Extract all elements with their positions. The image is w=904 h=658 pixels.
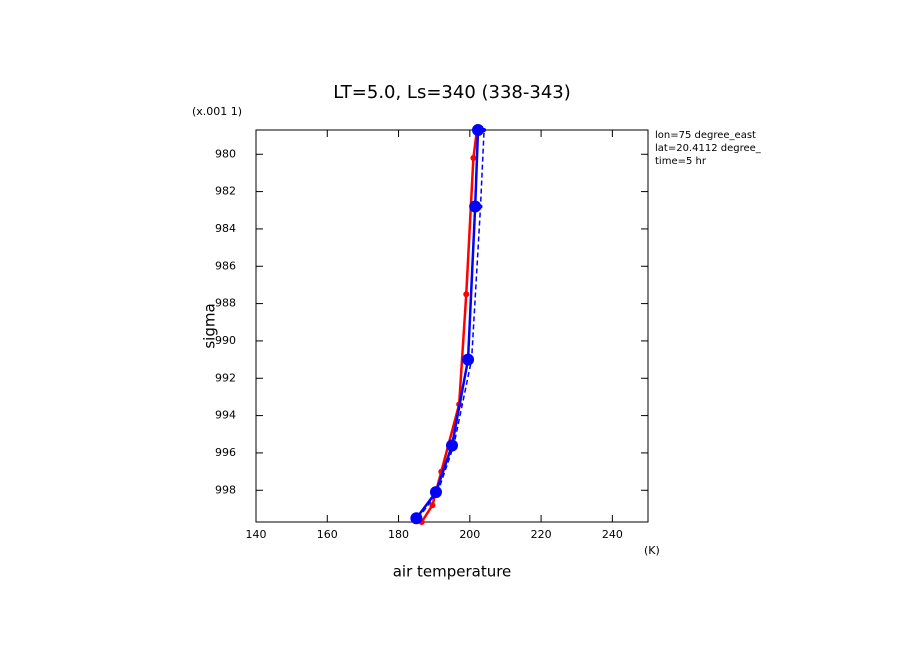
data-point xyxy=(410,512,423,525)
annotation: lat=20.4112 degree_ xyxy=(655,143,762,154)
y-tick-label: 986 xyxy=(215,259,236,272)
y-tick-label: 992 xyxy=(215,371,236,384)
annotation: lon=75 degree_east xyxy=(655,130,756,141)
data-point xyxy=(470,155,477,161)
data-point xyxy=(472,124,485,136)
chart-title: LT=5.0, Ls=340 (338-343) xyxy=(333,82,571,103)
annotation: time=5 hr xyxy=(655,156,707,167)
x-unit-label: (K) xyxy=(644,544,660,557)
y-axis-label: sigma xyxy=(201,303,219,348)
y-tick-label: 990 xyxy=(215,334,236,347)
x-tick-label: 160 xyxy=(317,528,338,541)
y-tick-label: 980 xyxy=(215,147,236,160)
data-point xyxy=(469,200,482,213)
data-point xyxy=(462,353,475,366)
x-tick-label: 140 xyxy=(246,528,267,541)
x-tick-label: 240 xyxy=(602,528,623,541)
x-tick-label: 200 xyxy=(459,528,480,541)
plot-frame xyxy=(255,129,649,523)
y-tick-label: 982 xyxy=(215,185,236,198)
data-point xyxy=(446,439,458,452)
x-tick-label: 180 xyxy=(388,528,409,541)
y-tick-label: 984 xyxy=(215,222,236,235)
data-line xyxy=(417,130,485,519)
y-tick-label: 998 xyxy=(215,483,236,496)
data-line xyxy=(415,130,480,520)
x-axis-label: air temperature xyxy=(393,563,512,581)
x-tick-label: 220 xyxy=(531,528,552,541)
y-scale-label: (x.001 1) xyxy=(192,105,242,118)
data-point xyxy=(429,486,442,499)
y-tick-label: 994 xyxy=(215,409,236,422)
y-tick-label: 996 xyxy=(215,446,236,459)
data-point xyxy=(429,502,436,509)
y-tick-label: 988 xyxy=(215,297,236,310)
data-point xyxy=(463,291,470,298)
